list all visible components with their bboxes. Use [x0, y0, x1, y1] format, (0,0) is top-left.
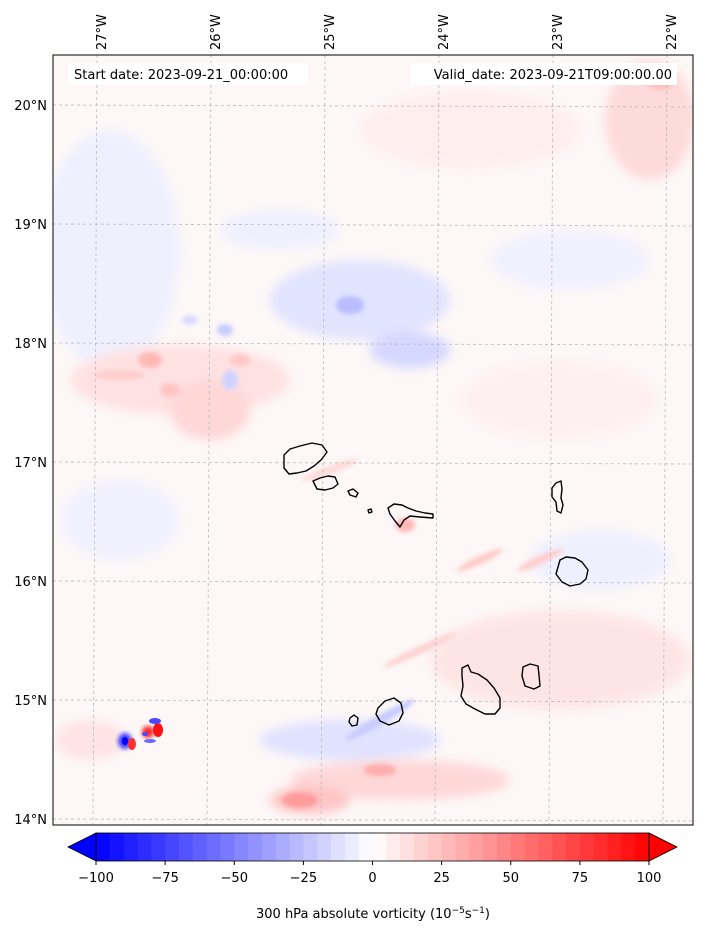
- lon-label: 23°W: [551, 14, 566, 50]
- colorbar-segment: [455, 833, 470, 861]
- colorbar-segment: [289, 833, 304, 861]
- colorbar-segment: [344, 833, 360, 861]
- colorbar-label: 300 hPa absolute vorticity (10−5s−1): [256, 906, 490, 922]
- lat-label: 16°N: [14, 575, 47, 590]
- vorticity-field: [53, 55, 693, 825]
- colorbar-segment: [151, 833, 166, 861]
- colorbar-tick-label: −75: [151, 871, 178, 886]
- colorbar-tick-label: 0: [368, 871, 376, 886]
- colorbar-segment: [261, 833, 277, 861]
- colorbar-tick-label: −100: [78, 871, 114, 886]
- colorbar-segment: [372, 833, 387, 861]
- lat-label: 14°N: [14, 813, 47, 828]
- colorbar-segment: [441, 833, 456, 861]
- colorbar-ticks: −100 −75 −50 −25 0 25 50 75 100: [78, 861, 661, 886]
- valid-date-text: Valid_date: 2023-09-21T09:00:00.00: [434, 68, 672, 83]
- map-panel: Start date: 2023-09-21_00:00:00 Valid_da…: [14, 14, 694, 828]
- colorbar-segment: [607, 833, 622, 861]
- lat-label: 15°N: [14, 694, 47, 709]
- island-santo-antao: [283, 442, 328, 475]
- colorbar-segment: [358, 833, 373, 861]
- colorbar-segment: [593, 833, 609, 861]
- island-boa-vista: [555, 556, 589, 587]
- island-sao-nicolau: [387, 503, 434, 528]
- colorbar-segment: [331, 833, 346, 861]
- colorbar-segment: [275, 833, 291, 861]
- colorbar-segment: [234, 833, 249, 861]
- lat-label: 19°N: [14, 218, 47, 233]
- island-santa-luzia: [347, 488, 359, 498]
- colorbar-segment: [220, 833, 235, 861]
- colorbar-segments: [96, 833, 650, 861]
- colorbar-label-exp1: −5: [452, 906, 465, 916]
- colorbar-label-prefix: 300 hPa absolute vorticity (10: [256, 907, 452, 922]
- colorbar-segment: [510, 833, 526, 861]
- colorbar-segment: [427, 833, 443, 861]
- colorbar-tick-label: 75: [572, 871, 589, 886]
- island-brava: [348, 714, 359, 727]
- gridlines: [53, 55, 693, 825]
- colorbar-segment: [317, 833, 332, 861]
- colorbar-segment: [303, 833, 318, 861]
- lon-label: 26°W: [209, 14, 224, 50]
- colorbar-segment: [552, 833, 567, 861]
- lon-label: 25°W: [323, 14, 338, 50]
- latitude-labels: 20°N 19°N 18°N 17°N 16°N 15°N 14°N: [14, 99, 47, 828]
- map-frame: [52, 54, 694, 826]
- start-date-box: Start date: 2023-09-21_00:00:00: [68, 63, 308, 85]
- colorbar-segment: [566, 833, 581, 861]
- colorbar-segment: [137, 833, 152, 861]
- vortex-dipole: [118, 718, 163, 750]
- colorbar-segment: [400, 833, 415, 861]
- island-sao-vicente: [312, 475, 339, 491]
- coastlines: [283, 442, 589, 727]
- colorbar-extend-min: [67, 832, 97, 862]
- colorbar-segment: [579, 833, 595, 861]
- colorbar-segment: [621, 833, 636, 861]
- colorbar-segment: [386, 833, 401, 861]
- colorbar-tick-label: 50: [502, 871, 519, 886]
- colorbar-extend-max: [648, 832, 678, 862]
- colorbar-segment: [192, 833, 208, 861]
- colorbar-segment: [165, 833, 180, 861]
- colorbar-segment: [96, 833, 111, 861]
- colorbar-label-suffix: ): [485, 907, 490, 922]
- colorbar-tick-label: 25: [433, 871, 450, 886]
- colorbar-segment: [206, 833, 221, 861]
- colorbar-segment: [538, 833, 553, 861]
- colorbar-label-exp2: −1: [472, 906, 485, 916]
- colorbar-segment: [123, 833, 138, 861]
- colorbar-segment: [413, 833, 429, 861]
- colorbar-segment: [524, 833, 539, 861]
- island-santiago: [460, 664, 501, 715]
- colorbar-segment: [635, 833, 650, 861]
- island-branco: [367, 508, 373, 514]
- colorbar-segment: [248, 833, 263, 861]
- lat-label: 17°N: [14, 456, 47, 471]
- lon-label: 27°W: [95, 14, 110, 50]
- colorbar-tick-label: −25: [290, 871, 317, 886]
- lon-label: 22°W: [665, 14, 680, 50]
- start-date-text: Start date: 2023-09-21_00:00:00: [74, 68, 288, 83]
- lat-label: 20°N: [14, 99, 47, 114]
- colorbar-segment: [178, 833, 194, 861]
- colorbar-segment: [109, 833, 125, 861]
- colorbar-tick-label: −50: [221, 871, 248, 886]
- island-sal: [551, 480, 564, 514]
- colorbar-label-mid: s: [465, 907, 472, 922]
- lon-label: 24°W: [437, 14, 452, 50]
- island-maio: [521, 663, 541, 690]
- longitude-labels: 27°W 26°W 25°W 24°W 23°W 22°W: [95, 14, 680, 50]
- colorbar: −100 −75 −50 −25 0 25 50 75 100 300 hPa absolute…: [67, 832, 678, 922]
- valid-date-box: Valid_date: 2023-09-21T09:00:00.00: [411, 63, 677, 85]
- island-fogo: [375, 697, 404, 726]
- lat-label: 18°N: [14, 337, 47, 352]
- colorbar-segment: [496, 833, 512, 861]
- colorbar-tick-label: 100: [637, 871, 662, 886]
- colorbar-segment: [483, 833, 498, 861]
- colorbar-segment: [469, 833, 484, 861]
